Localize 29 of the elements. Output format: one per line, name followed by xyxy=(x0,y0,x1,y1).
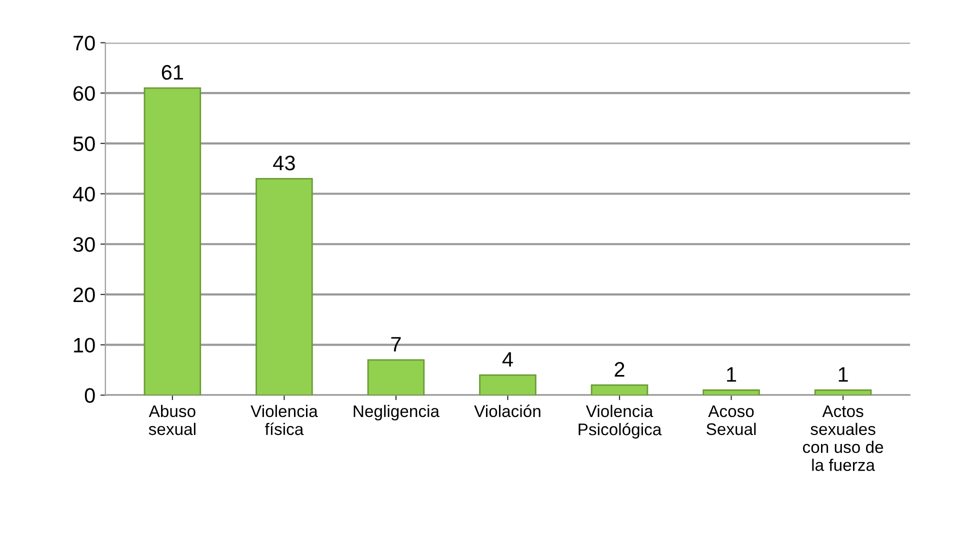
y-tick-label: 60 xyxy=(74,86,95,101)
y-tick-label: 20 xyxy=(74,287,95,302)
y-tick-label: 40 xyxy=(72,186,95,202)
bar xyxy=(479,374,536,396)
x-tick-label: Negligencia xyxy=(354,404,440,420)
data-label: 43 xyxy=(273,156,295,170)
data-label: 2 xyxy=(614,362,624,377)
data-label: 61 xyxy=(162,64,184,80)
x-tick-label: Violencia física xyxy=(250,404,318,436)
bar xyxy=(144,87,202,396)
x-tick-label: Abuso sexual xyxy=(148,404,196,436)
bar xyxy=(256,178,313,396)
data-label: 1 xyxy=(727,367,736,382)
data-label: 7 xyxy=(391,337,401,352)
data-label: 4 xyxy=(502,352,513,367)
y-tick-label: 0 xyxy=(84,388,95,403)
y-tick-label: 50 xyxy=(73,136,95,152)
x-tick-label: Actos sexuales con uso de la fuerza xyxy=(802,405,884,471)
x-tick-label: Violencia Psicológica xyxy=(578,404,662,439)
data-label: 1 xyxy=(838,367,848,382)
bar xyxy=(702,389,760,396)
x-tick-label: Violación xyxy=(474,404,540,418)
x-tick-label: Acoso Sexual xyxy=(706,405,756,436)
bar xyxy=(367,359,425,396)
y-tick-label: 30 xyxy=(73,237,95,252)
y-tick-label: 10 xyxy=(74,338,95,353)
bar xyxy=(590,384,648,396)
y-tick-label: 70 xyxy=(74,36,95,50)
bar xyxy=(814,389,872,396)
